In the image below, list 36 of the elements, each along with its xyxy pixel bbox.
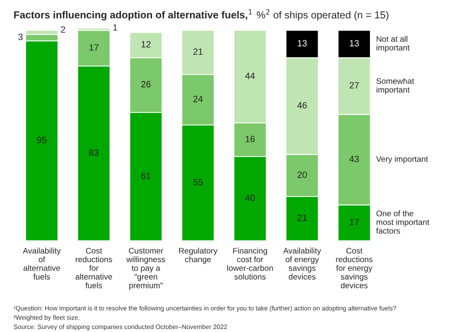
x-tick-label: Financing cost for lower-carbon solutions (227, 248, 273, 280)
series-label: Not at all important (376, 36, 410, 52)
data-label: 17 (350, 218, 359, 226)
chart-subtitle: %$^{2}$ of ships operated (n = 15) (256, 9, 388, 21)
series-label: Very important (376, 156, 428, 164)
data-label: 24 (193, 96, 203, 102)
data-label: 40 (245, 194, 255, 202)
data-label: 20 (298, 172, 307, 178)
data-label: 61 (141, 172, 151, 179)
data-label: 46 (297, 102, 307, 108)
data-label: 43 (349, 156, 359, 162)
x-tick-label: Cost reductions for energy savings devices (336, 248, 373, 288)
data-label: 17 (90, 44, 98, 51)
data-label: 55 (193, 178, 203, 186)
data-label: 95 (37, 136, 46, 144)
data-label: 12 (142, 41, 150, 48)
data-label: 21 (298, 214, 307, 221)
data-label: 16 (246, 136, 255, 142)
x-tick-label: Availability of energy savings devices (283, 248, 322, 280)
data-label: 21 (193, 48, 203, 55)
data-label: 26 (141, 81, 151, 88)
data-label: 27 (350, 82, 359, 88)
data-label: 2 (60, 26, 66, 33)
data-label: 83 (89, 149, 98, 156)
x-tick-label: Regulatory change (179, 248, 218, 264)
chart-title: Factors influencing adoption of alternative fuels,$^{1}$ (14, 9, 252, 20)
x-tick-label: Customer willingness to pay a "green premium" (126, 248, 166, 290)
data-label: 13 (298, 40, 307, 46)
x-tick-label: Cost reductions for alternative fuels (76, 248, 112, 288)
data-label: 3 (18, 34, 23, 40)
series-label: One of the most important factors (376, 210, 430, 234)
data-label: 13 (350, 40, 359, 46)
x-tick-label: Availability of alternative fuels (22, 248, 61, 280)
data-label: 1 (113, 24, 118, 31)
data-label: 44 (245, 72, 255, 79)
series-label: Somewhat important (376, 78, 414, 94)
